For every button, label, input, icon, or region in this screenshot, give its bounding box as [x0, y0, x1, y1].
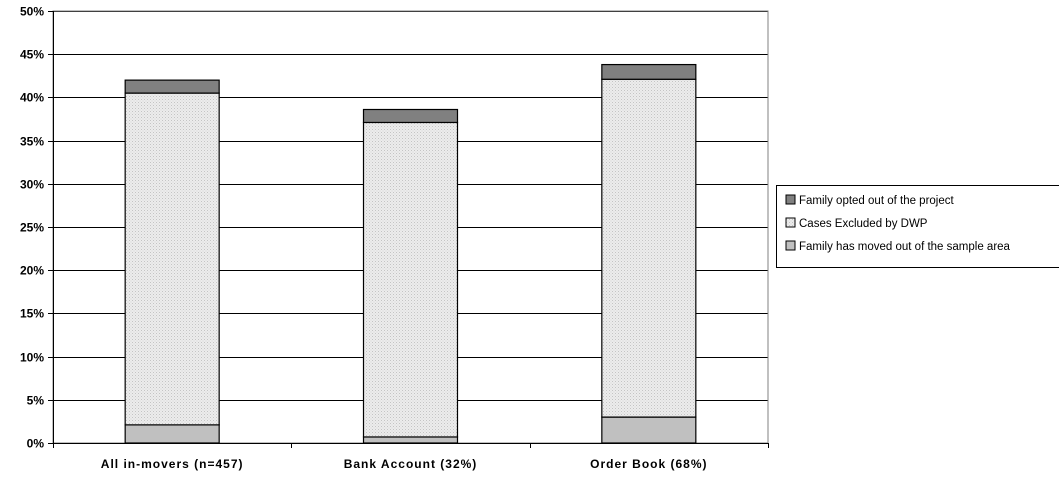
legend-swatch [785, 217, 796, 228]
bar-segment [124, 424, 220, 444]
y-tick-label: 50% [20, 5, 44, 19]
legend-label: Family opted out of the project [799, 195, 954, 207]
legend-swatch [785, 240, 796, 251]
legend-label: Cases Excluded by DWP [799, 218, 928, 230]
legend-swatch [785, 194, 796, 205]
y-tick-label: 5% [27, 394, 45, 408]
y-tick-label: 35% [20, 135, 44, 149]
bar-segment [362, 436, 459, 444]
legend-box [776, 185, 1059, 268]
bar-segment [601, 416, 697, 444]
x-category-label: Bank Account (32%) [344, 457, 478, 471]
bar-segment [362, 121, 459, 438]
y-tick-label: 25% [20, 221, 44, 235]
y-tick-label: 20% [20, 264, 44, 278]
bar-segment [124, 92, 220, 426]
y-tick-label: 10% [20, 351, 44, 365]
axis-labels: 0% 5% 10% 15% 20% 25% 30% 35% 40% 45% 50% All in-mo… [20, 5, 707, 472]
x-category-label: Order Book (68%) [590, 457, 707, 471]
bar-segment [601, 78, 697, 418]
legend: Family opted out of the project Cases Exc… [776, 185, 1059, 268]
y-tick-label: 30% [20, 178, 44, 192]
legend-label: Family has moved out of the sample area [799, 241, 1011, 253]
x-category-label: All in-movers (n=457) [101, 457, 244, 471]
bars [124, 63, 697, 444]
y-tick-label: 15% [20, 307, 44, 321]
y-tick-label: 45% [20, 48, 44, 62]
bar-segment [362, 108, 459, 124]
y-tick-label: 40% [20, 91, 44, 105]
bar-segment [601, 63, 697, 80]
y-tick-label: 0% [27, 437, 45, 451]
bar-segment [124, 79, 220, 94]
